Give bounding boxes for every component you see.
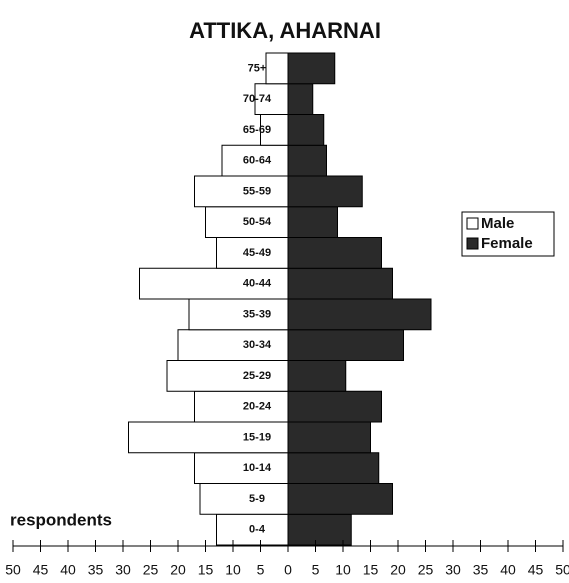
x-tick-label: 5	[257, 562, 265, 578]
x-tick-label: 35	[88, 562, 104, 578]
bar	[287, 298, 432, 331]
category-label: 65-69	[243, 124, 271, 136]
category-label: 40-44	[243, 278, 272, 290]
bar	[194, 390, 289, 423]
x-tick-label: 25	[143, 562, 159, 578]
x-tick-label: 50	[5, 562, 21, 578]
bar	[287, 360, 347, 392]
bar	[287, 513, 352, 546]
category-label: 45-49	[243, 247, 271, 259]
chart-title: ATTIKA, AHARNAI	[189, 18, 381, 43]
x-tick-label: 40	[60, 562, 76, 578]
x-tick-label: 50	[555, 562, 569, 578]
bar	[287, 83, 314, 115]
bar	[194, 175, 289, 208]
x-axis-label: respondents	[10, 510, 112, 529]
category-label: 35-39	[243, 308, 271, 320]
x-tick-label: 35	[473, 562, 489, 578]
x-tick-label: 0	[284, 562, 292, 578]
legend-label: Female	[481, 235, 533, 252]
bar	[188, 298, 289, 331]
x-tick-label: 30	[115, 562, 131, 578]
bar	[254, 83, 289, 115]
category-label: 0-4	[249, 524, 266, 536]
bar	[199, 483, 289, 515]
category-label: 50-54	[243, 216, 272, 228]
category-label: 15-19	[243, 431, 271, 443]
category-label: 70-74	[243, 93, 272, 105]
bar	[287, 175, 363, 208]
category-label: 25-29	[243, 370, 271, 382]
x-tick-label: 5	[312, 562, 320, 578]
bar	[287, 206, 338, 238]
bar	[221, 144, 289, 177]
x-tick-label: 10	[335, 562, 351, 578]
legend-label: Male	[481, 215, 514, 232]
x-tick-label: 45	[33, 562, 49, 578]
bar	[260, 114, 289, 146]
bar	[287, 329, 404, 361]
bar	[287, 237, 382, 269]
category-label: 10-14	[243, 462, 272, 474]
x-tick-label: 25	[418, 562, 434, 578]
bar	[287, 267, 393, 300]
bar	[216, 237, 289, 269]
bar	[139, 267, 289, 300]
x-tick-label: 45	[528, 562, 544, 578]
bar	[205, 206, 289, 238]
bar	[287, 52, 336, 85]
category-label: 75+	[248, 62, 267, 74]
x-tick-label: 10	[225, 562, 241, 578]
bar	[287, 483, 393, 515]
bar	[177, 329, 289, 361]
bar	[287, 421, 371, 454]
bar	[216, 513, 289, 546]
category-label: 60-64	[243, 155, 272, 167]
x-tick-label: 15	[363, 562, 379, 578]
bar	[287, 114, 325, 146]
x-tick-label: 20	[390, 562, 406, 578]
legend-swatch	[466, 237, 479, 250]
x-tick-label: 40	[500, 562, 516, 578]
category-label: 20-24	[243, 401, 272, 413]
x-tick-label: 15	[198, 562, 214, 578]
category-label: 30-34	[243, 339, 272, 351]
bar	[287, 144, 327, 177]
bar	[287, 452, 380, 484]
category-label: 5-9	[249, 493, 265, 505]
bar	[194, 452, 289, 484]
bar	[287, 390, 382, 423]
bar	[265, 52, 289, 85]
category-label: 55-59	[243, 185, 271, 197]
legend-swatch	[466, 217, 479, 230]
x-tick-label: 30	[445, 562, 461, 578]
x-tick-label: 20	[170, 562, 186, 578]
